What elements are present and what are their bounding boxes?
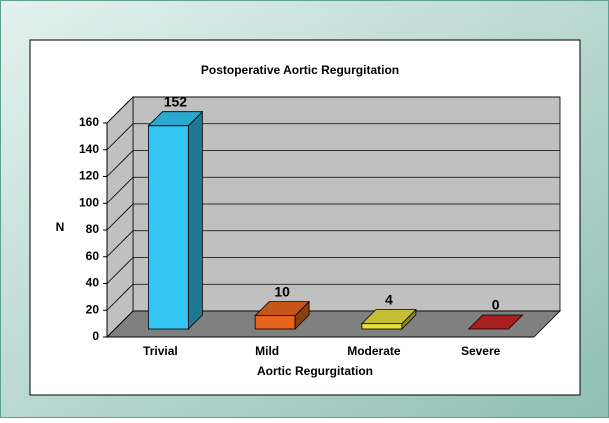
bar-front — [147, 125, 189, 330]
data-label: 152 — [164, 93, 188, 109]
y-tick-label: 80 — [86, 222, 100, 236]
bar-front — [254, 315, 296, 330]
bar-top — [254, 301, 311, 317]
grid-line — [106, 310, 134, 338]
bar-top — [147, 111, 204, 127]
data-label: 4 — [385, 291, 393, 307]
data-label: 10 — [274, 283, 290, 299]
y-tick-label: 40 — [86, 276, 100, 290]
grid-line — [106, 230, 134, 258]
y-axis-title: N — [56, 220, 65, 234]
bar-side — [187, 110, 203, 330]
y-tick-label: 20 — [86, 302, 100, 316]
chart-title: Postoperative Aortic Regurgitation — [201, 63, 399, 77]
bar-top — [360, 309, 417, 325]
y-tick-label: 0 — [92, 329, 99, 343]
grid-line — [106, 150, 134, 177]
data-label: 0 — [492, 297, 500, 313]
x-axis-title: Aortic Regurgitation — [257, 364, 373, 378]
x-tick-label: Mild — [255, 344, 279, 358]
y-tick-label: 160 — [79, 115, 99, 129]
y-tick-label: 60 — [86, 249, 100, 263]
grid-line — [106, 176, 134, 204]
grid-line — [106, 96, 134, 124]
bar-top — [467, 314, 524, 330]
x-tick-label: Trivial — [143, 344, 178, 358]
y-tick-label: 120 — [79, 169, 99, 183]
grid-line — [106, 283, 134, 311]
y-tick-label: 100 — [79, 195, 99, 209]
grid-line — [106, 123, 134, 151]
grid-line — [106, 257, 134, 284]
y-tick-label: 140 — [79, 142, 99, 156]
x-tick-label: Severe — [461, 344, 501, 358]
bar-front — [361, 323, 403, 330]
grid-line — [106, 203, 134, 231]
x-tick-label: Moderate — [347, 344, 401, 358]
